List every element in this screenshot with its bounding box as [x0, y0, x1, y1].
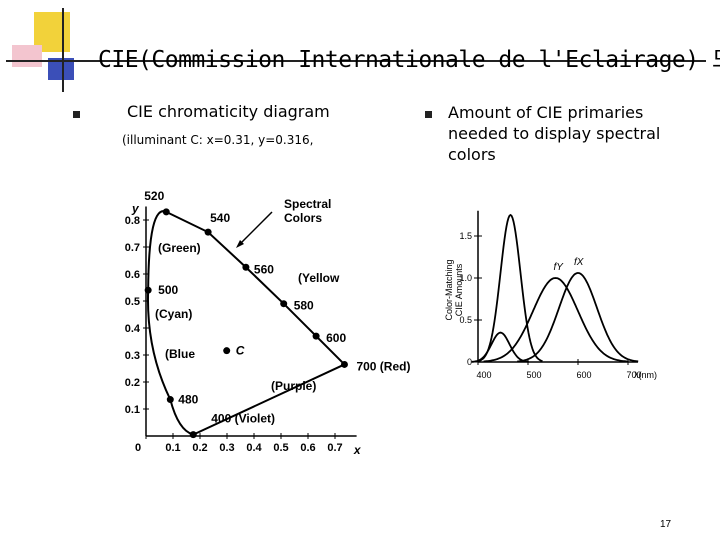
cie-legend-line2: Colors [284, 211, 322, 225]
decor-horizontal-line [6, 60, 706, 62]
cie-point-400 [189, 431, 197, 439]
cie-x-tick-label: 0.2 [192, 442, 207, 454]
cie-y-tick-label: 0.3 [125, 350, 140, 362]
decor-blue-square [48, 58, 74, 80]
cmf-x-tick-label: 700 [626, 370, 641, 380]
cmf-y-tick-label: 0 [467, 357, 472, 367]
cie-point-label: 580 [294, 299, 314, 313]
cie-y-axis-label: y [131, 202, 140, 216]
cie-y-tick-label: 0.7 [125, 242, 140, 254]
cie-point-label: 600 [326, 331, 346, 345]
cie-point-700 [340, 360, 348, 368]
cie-point-520 [162, 208, 170, 216]
cie-region-label: (Green) [158, 241, 201, 255]
cie-x-axis-label: x [353, 443, 362, 457]
cie-x-tick-label: 0.1 [165, 442, 180, 454]
decor-vertical-line [62, 8, 64, 92]
cie-point-label: 480 [178, 393, 198, 407]
slide-title: CIE(Commission Internationale de l'Eclai… [98, 47, 720, 73]
cmf-y-label-line1: Color-Matching [444, 259, 454, 320]
cie-illuminant-point [223, 347, 231, 355]
cie-y-tick-label: 0.1 [125, 404, 140, 416]
cmf-series-line-3 [517, 272, 639, 363]
cie-x-tick-label: 0.4 [246, 442, 262, 454]
cie-legend-line1: Spectral [284, 197, 331, 211]
cmf-y-label-line2: CIE Amounts [454, 263, 464, 316]
cie-region-label: (Purple) [271, 379, 316, 393]
cmf-y-axis-label: Color-MatchingCIE Amounts [444, 259, 464, 320]
bullet-square-left [73, 111, 80, 118]
cie-region-label: (Yellow [298, 271, 340, 285]
bullet-square-right [425, 111, 432, 118]
cie-x-tick-label: 0.3 [219, 442, 234, 454]
cmf-x-tick-label: 400 [476, 370, 491, 380]
cie-y-tick-label: 0.6 [125, 269, 140, 281]
cie-point-label: 700 (Red) [356, 359, 410, 373]
cie-point-label: 500 [158, 283, 178, 297]
cie-point-480 [166, 396, 174, 404]
cie-point-500 [144, 286, 152, 294]
cmf-x-tick-label: 500 [526, 370, 541, 380]
cie-legend-arrowhead [236, 240, 244, 248]
cie-point-560 [242, 263, 250, 271]
cmf-series-line-2 [483, 277, 628, 363]
cie-y-tick-label: 0.5 [125, 296, 140, 308]
cie-point-label: 560 [254, 262, 274, 276]
cie-point-580 [280, 300, 288, 308]
cmf-series-label: fY [554, 262, 565, 273]
cie-y-tick-label: 0.4 [125, 323, 141, 335]
cmf-y-tick-label: 1.0 [459, 273, 472, 283]
cie-legend-arrow [237, 211, 273, 247]
cmf-y-tick-label: 0.5 [459, 315, 472, 325]
cie-purple-line [192, 363, 345, 436]
cie-point-label: 400 (Violet) [211, 412, 275, 426]
cmf-x-tick-label: 600 [576, 370, 591, 380]
cmf-x-axis-label: λ(nm) [634, 370, 657, 380]
cie-x-tick-label: 0.6 [300, 442, 315, 454]
cie-y-tick-label: 0.8 [125, 215, 140, 227]
cie-region-label: (Blue [165, 347, 195, 361]
cie-x-tick-label: 0.5 [273, 442, 288, 454]
cie-region-label: (Cyan) [155, 307, 192, 321]
cie-illuminant-label: C [236, 344, 245, 358]
cmf-series-line-1 [478, 213, 543, 362]
left-bullet-subtext: (illuminant C: x=0.31, y=0.316, [122, 133, 314, 147]
page-number: 17 [660, 519, 672, 530]
cie-x-tick-label: 0.7 [327, 442, 342, 454]
cie-x-tick-label: 0 [135, 442, 141, 454]
right-bullet-text: Amount of CIE primaries needed to displa… [448, 103, 661, 164]
left-bullet-text: CIE chromaticity diagram [127, 102, 330, 121]
cie-point-600 [312, 332, 320, 340]
cie-point-label: 540 [210, 211, 230, 225]
cie-point-label: 520 [144, 189, 164, 203]
cie-point-540 [204, 228, 212, 236]
cie-y-tick-label: 0.2 [125, 377, 140, 389]
cmf-y-tick-label: 1.5 [459, 231, 472, 241]
cmf-series-label: fX [574, 257, 584, 268]
